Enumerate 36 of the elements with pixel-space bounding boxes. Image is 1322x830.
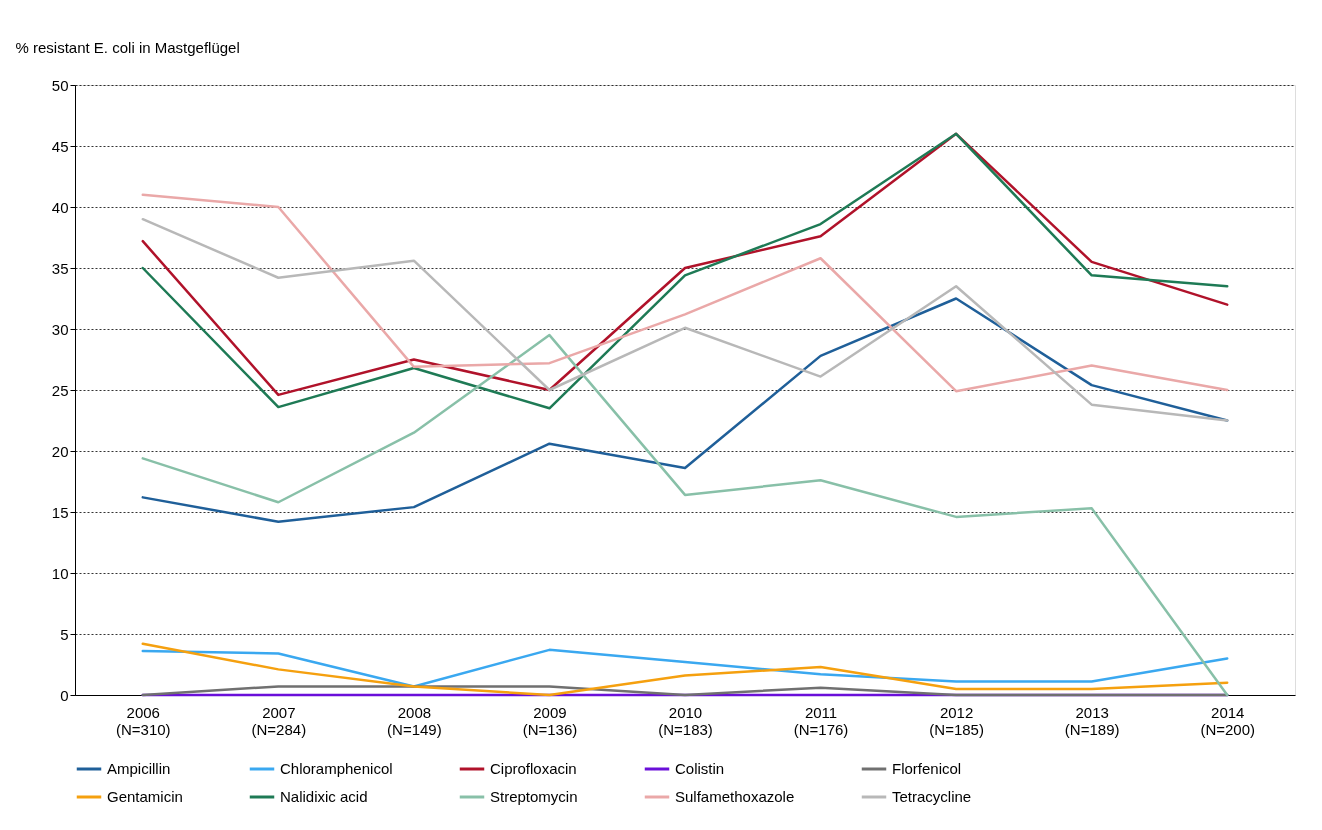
x-tick-label: 2009 (N=136) <box>522 703 578 738</box>
line-series <box>141 193 1229 393</box>
legend-label: Florfenicol <box>892 760 962 777</box>
x-tick-label: 2014 (N=200) <box>1200 703 1256 738</box>
x-tick-label: 2008 (N=149) <box>387 703 442 738</box>
x-tick-label: 2007 (N=284) <box>251 703 307 738</box>
x-tick-label: 2012 (N=185) <box>929 703 984 738</box>
line-series <box>141 333 1229 697</box>
y-tick-label: 5 <box>60 625 69 643</box>
y-tick-label: 35 <box>51 259 69 277</box>
legend-label: Colistin <box>675 760 725 777</box>
line-series <box>141 642 1229 697</box>
y-tick-label: 45 <box>51 137 69 155</box>
legend-label: Sulfamethoxazole <box>675 788 795 805</box>
x-tick-label: 2013 (N=189) <box>1064 703 1120 738</box>
y-tick-label: 30 <box>51 320 69 338</box>
y-tick-label: 0 <box>60 686 69 704</box>
legend-label: Tetracycline <box>892 788 972 805</box>
line-series <box>141 648 1229 688</box>
y-axis-title: % resistant E. coli in Mastgeflügel <box>15 38 240 56</box>
legend-label: Gentamicin <box>107 788 183 805</box>
y-tick-label: 20 <box>51 442 69 460</box>
legend-label: Chloramphenicol <box>280 760 393 777</box>
y-tick-label: 50 <box>51 76 69 94</box>
legend-label: Nalidixic acid <box>280 788 368 805</box>
y-tick-label: 15 <box>51 503 69 521</box>
legend-label: Ampicillin <box>107 760 171 777</box>
y-tick-label: 25 <box>51 381 69 399</box>
x-tick-label: 2010 (N=183) <box>658 703 713 738</box>
y-tick-label: 10 <box>51 564 69 582</box>
y-tick-label: 40 <box>51 198 69 216</box>
x-tick-label: 2011 (N=176) <box>793 703 849 738</box>
line-series <box>141 217 1229 422</box>
legend-label: Ciprofloxacin <box>490 760 577 777</box>
x-tick-label: 2006 (N=310) <box>115 703 171 738</box>
legend-label: Streptomycin <box>490 788 578 805</box>
